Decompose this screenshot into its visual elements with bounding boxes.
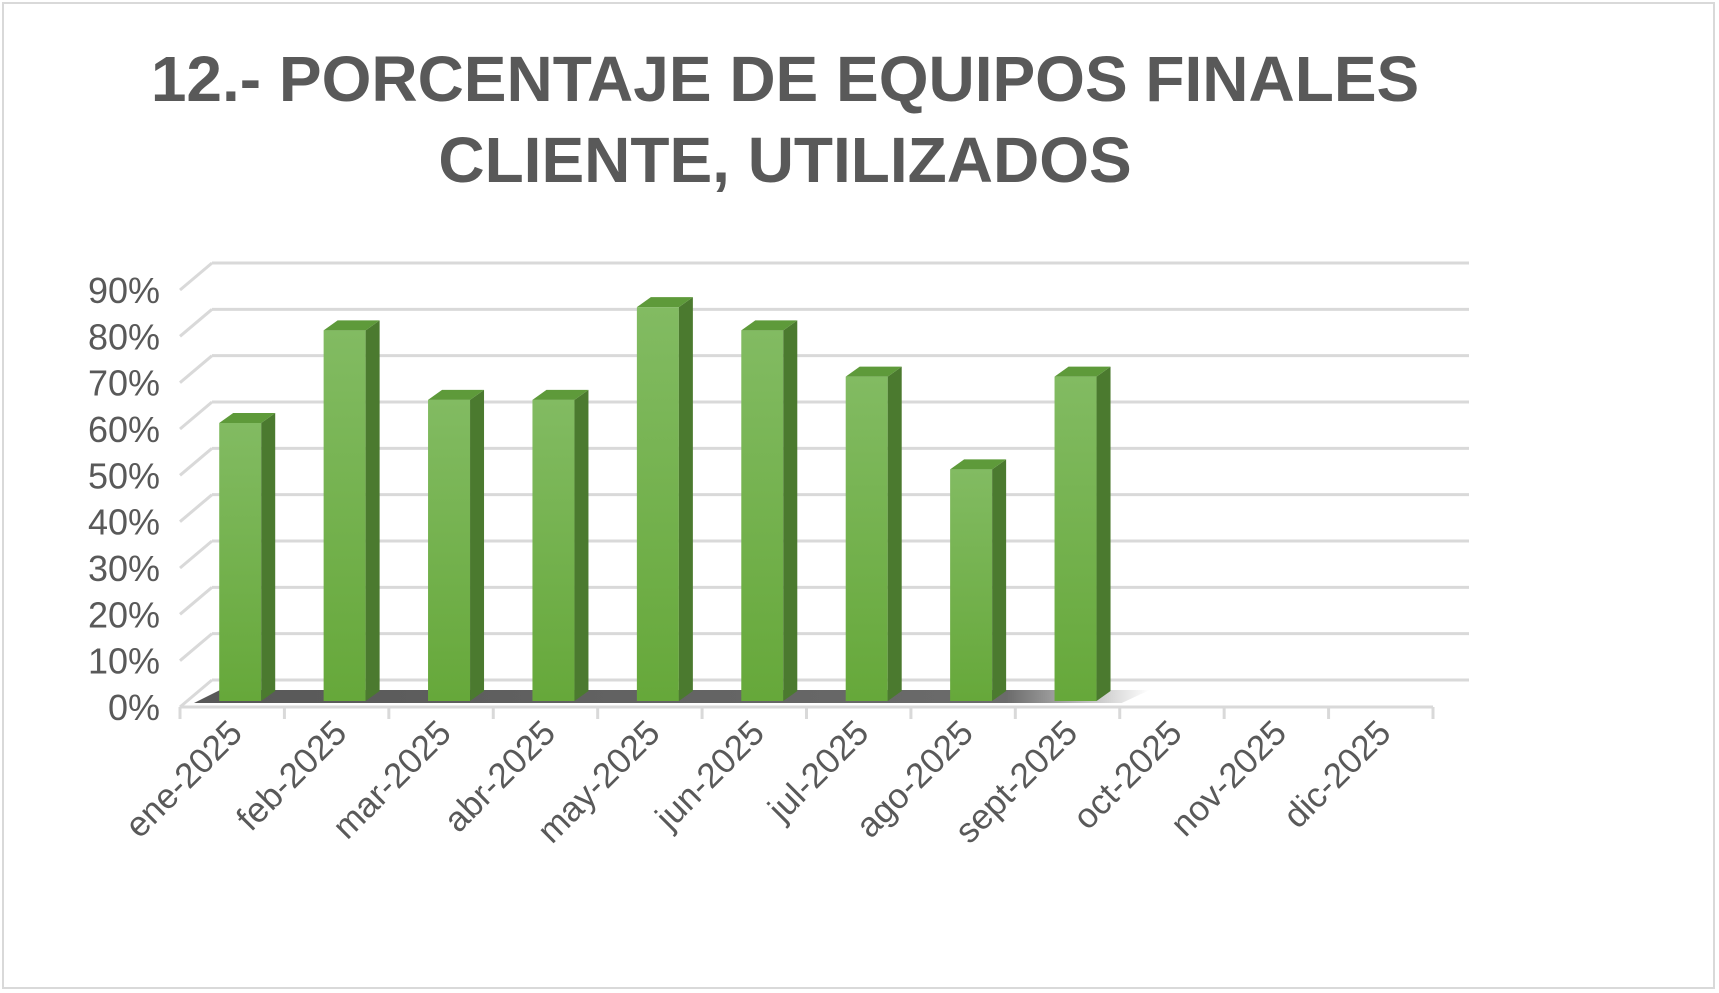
bar-side	[365, 320, 380, 701]
bar-ene-2025	[219, 413, 276, 701]
bar-mar-2025	[428, 389, 485, 701]
bar-ago-2025	[950, 459, 1007, 701]
bar-side	[470, 389, 485, 701]
y-tick-label: 0%	[108, 687, 160, 728]
gridline-side	[179, 261, 213, 292]
bar-front	[532, 399, 575, 701]
y-tick-label: 20%	[88, 594, 160, 635]
bar-jul-2025	[845, 366, 902, 701]
y-axis-ticks: 0% 10% 20% 30% 40% 50% 60% 70% 80% 90%	[88, 270, 160, 728]
x-tick-label: ene-2025	[118, 713, 250, 845]
bar-top	[950, 459, 1007, 470]
y-tick-label: 80%	[88, 316, 160, 357]
chart-title-line-1: 12.- PORCENTAJE DE EQUIPOS FINALES	[151, 43, 1419, 115]
y-tick-label: 10%	[88, 641, 160, 682]
bar-front	[219, 423, 262, 701]
bar-side	[783, 320, 798, 701]
bar-front	[950, 469, 993, 701]
bars	[219, 297, 1111, 701]
bar-abr-2025	[532, 389, 589, 701]
bar-sept-2025	[1054, 366, 1111, 701]
y-tick-label: 70%	[88, 363, 160, 404]
bar-top	[323, 320, 380, 331]
bar-side	[261, 413, 276, 701]
bar-front	[636, 307, 679, 701]
gridline-side	[179, 400, 213, 431]
y-tick-label: 90%	[88, 270, 160, 311]
x-tick-label: dic-2025	[1276, 713, 1399, 836]
bar-side	[678, 297, 693, 701]
bar-top	[741, 320, 798, 331]
gridline-side	[179, 678, 213, 709]
bar-top	[845, 366, 902, 377]
x-axis: ene-2025feb-2025mar-2025abr-2025may-2025…	[118, 705, 1435, 851]
bar-jun-2025	[741, 320, 798, 701]
gridline-side	[179, 308, 213, 338]
bar-top	[428, 389, 485, 400]
y-tick-label: 60%	[88, 409, 160, 450]
bar-top	[1054, 366, 1111, 377]
bar-top	[636, 297, 693, 308]
gridline-side	[179, 539, 213, 570]
x-tick-label: nov-2025	[1163, 713, 1294, 844]
bar-top	[219, 413, 276, 423]
gridline-side	[179, 493, 213, 523]
bar-feb-2025	[323, 320, 380, 701]
chart-svg: 12.- PORCENTAJE DE EQUIPOS FINALES CLIENT…	[88, 43, 1469, 851]
bar-front	[428, 399, 471, 701]
gridline-side	[179, 447, 213, 477]
gridline-side	[179, 354, 213, 384]
bar-side	[992, 459, 1007, 701]
bar-front	[1054, 376, 1097, 701]
chart-title: 12.- PORCENTAJE DE EQUIPOS FINALES CLIENT…	[151, 43, 1419, 196]
bar-side	[574, 389, 589, 701]
chart-title-line-2: CLIENTE, UTILIZADOS	[438, 124, 1131, 196]
y-tick-label: 40%	[88, 502, 160, 543]
gridline-side	[179, 586, 213, 616]
bar-front	[323, 330, 366, 701]
gridline-side	[179, 632, 213, 662]
bar-side	[887, 366, 902, 701]
bar-front	[845, 376, 888, 701]
y-tick-label: 30%	[88, 548, 160, 589]
bar-top	[532, 389, 589, 400]
y-tick-label: 50%	[88, 455, 160, 496]
bar-may-2025	[636, 297, 693, 701]
bar-side	[1096, 366, 1111, 701]
gridlines	[179, 261, 1469, 709]
x-tick-label: jun-2025	[647, 713, 772, 838]
bar-front	[741, 330, 784, 701]
